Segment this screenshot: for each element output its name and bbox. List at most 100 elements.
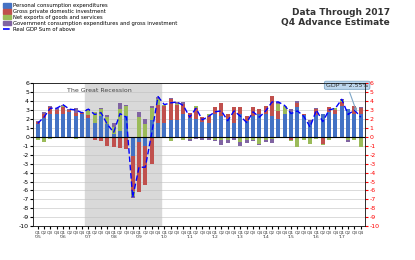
Bar (194, 108, 198, 119)
Bar (314, 115, 318, 137)
Bar (85, 83, 161, 226)
Bar (42, 137, 46, 142)
Bar (93, 137, 97, 140)
Bar (333, 114, 337, 137)
Bar (352, 114, 356, 137)
Bar (131, 196, 135, 198)
Bar (124, 105, 128, 106)
Bar (162, 105, 166, 106)
Bar (251, 140, 255, 141)
Bar (55, 108, 59, 110)
Bar (257, 109, 261, 114)
Bar (150, 108, 154, 120)
Bar (346, 140, 350, 142)
Bar (276, 102, 281, 104)
Bar (99, 116, 103, 137)
Bar (93, 122, 97, 137)
Bar (131, 191, 135, 196)
Bar (257, 137, 261, 144)
Bar (86, 109, 90, 110)
Bar (168, 137, 173, 141)
Bar (219, 103, 223, 116)
Bar (118, 103, 122, 109)
Bar (112, 127, 116, 134)
Bar (99, 108, 103, 109)
Bar (48, 114, 52, 137)
Bar (359, 137, 363, 147)
Bar (150, 137, 154, 164)
Bar (327, 107, 331, 112)
Bar (42, 112, 46, 114)
Bar (276, 119, 281, 137)
Bar (137, 117, 141, 137)
Bar (200, 137, 205, 138)
Bar (156, 105, 160, 124)
Bar (283, 106, 287, 114)
Bar (181, 102, 186, 104)
Bar (93, 112, 97, 122)
Bar (168, 99, 173, 120)
Bar (61, 105, 65, 106)
Text: Data Through 2017
Q4 Advance Estimate: Data Through 2017 Q4 Advance Estimate (281, 8, 390, 27)
Bar (321, 144, 325, 145)
Bar (302, 114, 306, 115)
Bar (219, 137, 223, 140)
Bar (340, 106, 344, 137)
Bar (175, 105, 179, 120)
Bar (67, 110, 71, 112)
Bar (232, 122, 236, 137)
Bar (226, 114, 230, 119)
Legend: Personal consumption expenditures, Gross private domestic investment, Net export: Personal consumption expenditures, Gross… (2, 3, 178, 32)
Bar (162, 122, 166, 137)
Bar (289, 137, 293, 140)
Bar (346, 109, 350, 137)
Bar (289, 109, 293, 112)
Bar (99, 109, 103, 116)
Bar (251, 107, 255, 116)
Bar (181, 137, 186, 140)
Bar (143, 146, 147, 185)
Bar (124, 137, 128, 149)
Bar (238, 137, 242, 142)
Bar (36, 121, 40, 122)
Bar (314, 108, 318, 109)
Bar (61, 114, 65, 137)
Bar (257, 144, 261, 145)
Bar (80, 114, 84, 137)
Bar (67, 109, 71, 110)
Bar (48, 137, 52, 139)
Bar (194, 119, 198, 137)
Bar (359, 107, 363, 108)
Bar (257, 114, 261, 137)
Bar (245, 116, 249, 121)
Bar (118, 109, 122, 131)
Bar (314, 137, 318, 139)
Bar (200, 122, 205, 137)
Bar (188, 137, 192, 139)
Bar (150, 120, 154, 137)
Bar (207, 137, 211, 140)
Bar (188, 139, 192, 141)
Bar (352, 106, 356, 114)
Bar (124, 116, 128, 137)
Bar (137, 142, 141, 192)
Bar (346, 137, 350, 138)
Bar (245, 121, 249, 137)
Bar (42, 118, 46, 137)
Bar (251, 137, 255, 140)
Bar (333, 110, 337, 114)
Bar (232, 107, 236, 122)
Bar (207, 124, 211, 137)
Bar (295, 101, 300, 103)
Bar (42, 114, 46, 118)
Bar (143, 137, 147, 146)
Bar (188, 113, 192, 118)
Bar (295, 103, 300, 107)
Bar (207, 114, 211, 116)
Text: The Great Recession: The Great Recession (67, 88, 132, 93)
Bar (55, 110, 59, 114)
Bar (61, 107, 65, 114)
Bar (359, 108, 363, 114)
Bar (156, 97, 160, 99)
Bar (264, 114, 268, 137)
